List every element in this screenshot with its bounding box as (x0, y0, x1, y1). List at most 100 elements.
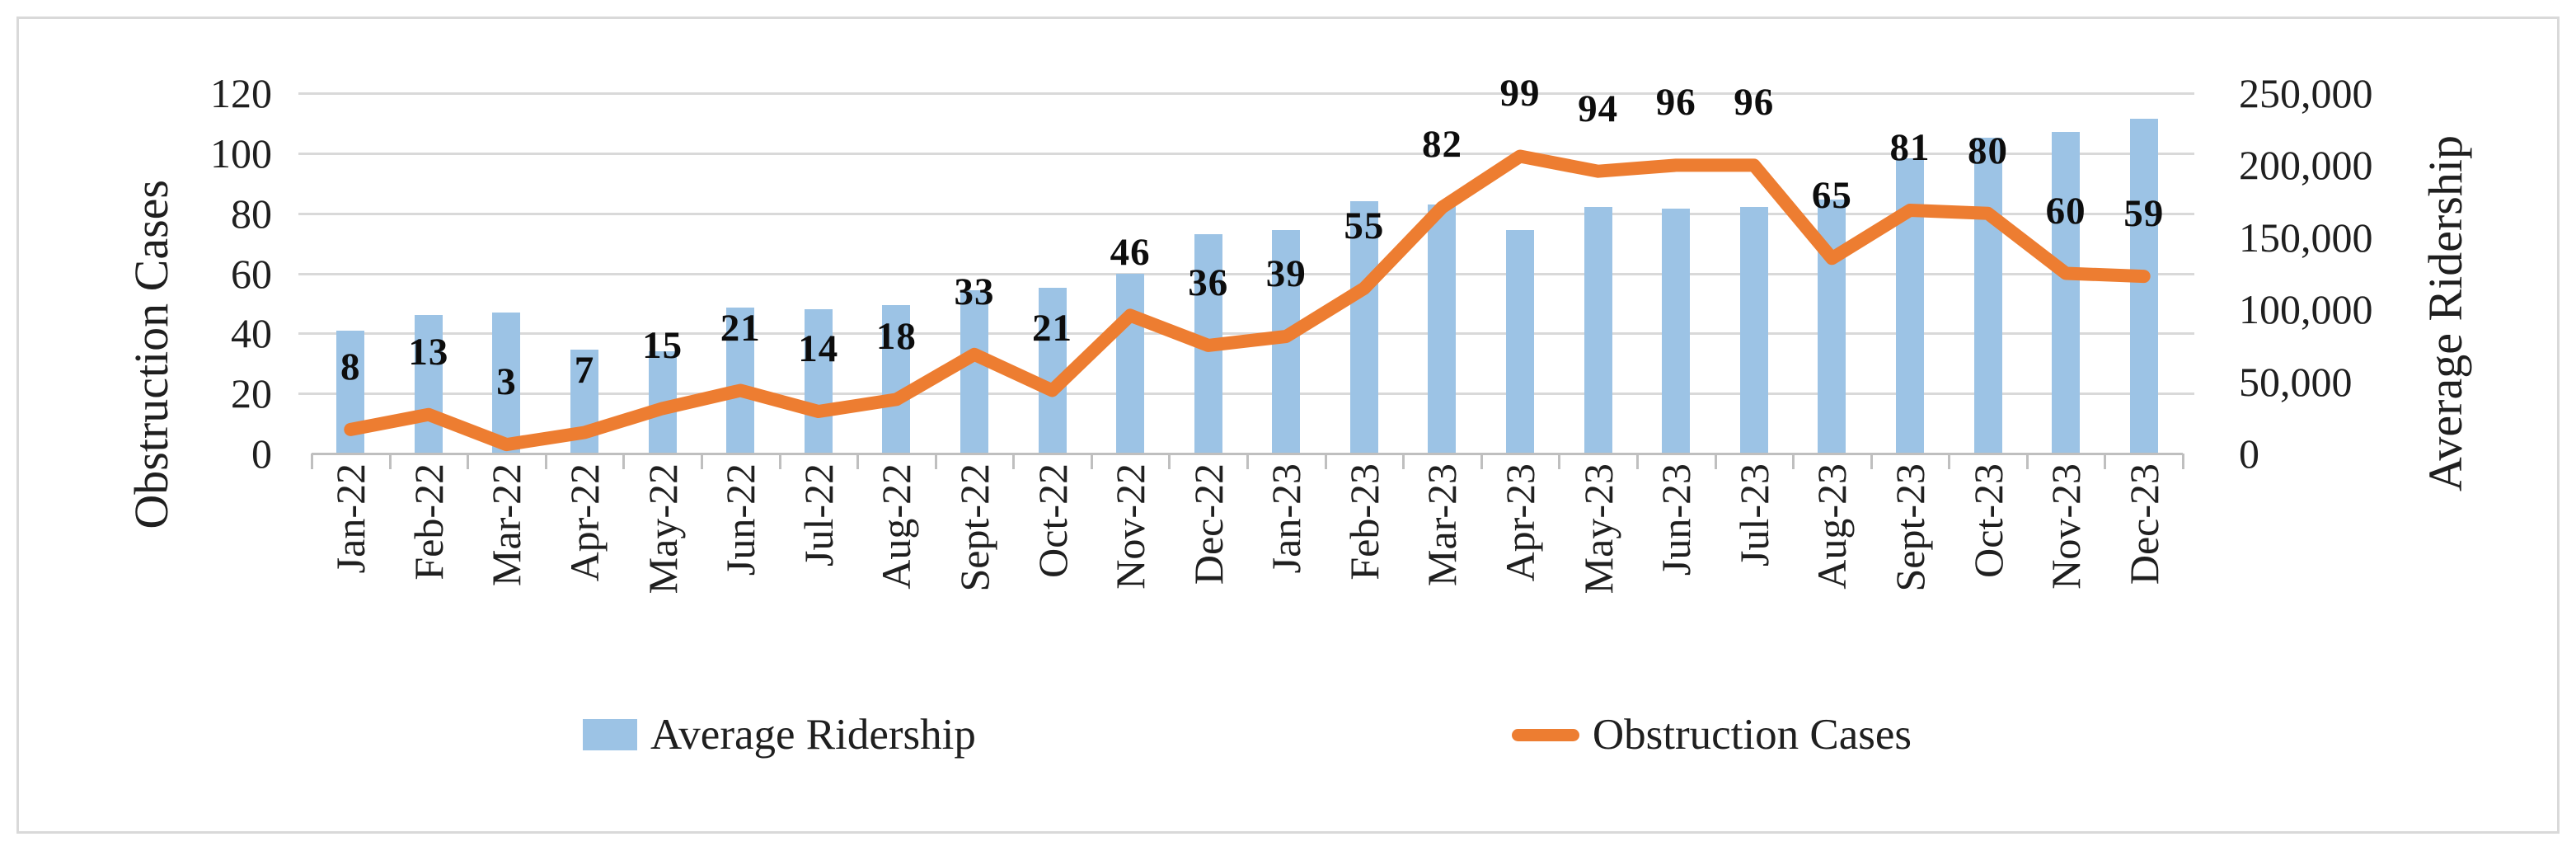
right-tick-label: 200,000 (2239, 142, 2373, 189)
x-tick-mark (856, 454, 860, 469)
x-tick-label-Apr-23: Apr-23 (1497, 463, 1544, 582)
legend-label-average-ridership: Average Ridership (650, 711, 976, 759)
x-tick-mark (1246, 454, 1249, 469)
x-tick-label-Jun-22: Jun-22 (717, 463, 764, 576)
data-label-Feb-22: 13 (408, 330, 449, 374)
data-label-Sept-23: 81 (1889, 126, 1931, 170)
legend-item-obstruction-cases: Obstruction Cases (1511, 710, 1912, 759)
data-label-Aug-23: 65 (1811, 174, 1852, 218)
bar-Oct-23 (1973, 138, 2002, 454)
bar-Nov-22 (1116, 273, 1145, 454)
left-tick-label: 100 (210, 129, 272, 176)
right-tick-label: 50,000 (2239, 358, 2353, 405)
plot-area: 8 13 3 7 15 21 14 18 33 21 46 36 39 55 82 99 94 96 96 65 81 8… (298, 72, 2194, 454)
x-tick-mark (1558, 454, 1561, 469)
bar-Feb-22 (414, 315, 443, 454)
x-tick-label-May-22: May-22 (639, 463, 686, 595)
x-tick-mark (1714, 454, 1717, 469)
x-tick-mark (1402, 454, 1405, 469)
data-label-May-23: 94 (1578, 87, 1619, 130)
x-tick-mark (778, 454, 781, 469)
left-tick-label: 120 (210, 70, 272, 116)
gridline (298, 332, 2194, 336)
bar-Mar-22 (492, 312, 521, 454)
x-tick-label-Jan-22: Jan-22 (327, 463, 374, 574)
x-tick-label-Mar-23: Mar-23 (1419, 463, 1466, 586)
x-tick-mark (1948, 454, 1951, 469)
x-tick-label-May-23: May-23 (1574, 463, 1621, 595)
data-label-Mar-22: 3 (496, 360, 517, 404)
x-tick-label-Nov-23: Nov-23 (2043, 463, 2090, 590)
line-series-obstruction-cases (344, 149, 2151, 452)
x-tick-label-Dec-22: Dec-22 (1185, 463, 1232, 585)
x-tick-label-Jul-23: Jul-23 (1730, 463, 1777, 566)
x-tick-label-Feb-22: Feb-22 (405, 463, 452, 581)
data-label-Jan-23: 39 (1265, 252, 1307, 295)
x-tick-label-Oct-23: Oct-23 (1964, 463, 2011, 578)
data-label-May-22: 15 (642, 324, 683, 368)
data-label-Oct-23: 80 (1968, 129, 2009, 172)
bar-Jul-23 (1739, 207, 1768, 454)
x-tick-label-Sept-23: Sept-23 (1886, 463, 1933, 592)
x-tick-label-Mar-22: Mar-22 (483, 463, 530, 586)
x-tick-label-Nov-22: Nov-22 (1107, 463, 1154, 590)
data-label-Dec-23: 59 (2123, 192, 2165, 236)
x-tick-mark (700, 454, 703, 469)
x-tick-mark (2025, 454, 2029, 469)
data-label-Jun-22: 21 (720, 306, 761, 350)
bar-Aug-22 (882, 304, 911, 454)
x-tick-label-Apr-22: Apr-22 (561, 463, 608, 582)
right-tick-label: 0 (2239, 430, 2259, 477)
gridline (298, 212, 2194, 215)
bar-Apr-23 (1506, 230, 1535, 454)
left-tick-label: 40 (231, 310, 272, 357)
bar-Jun-23 (1662, 208, 1691, 454)
gridline (298, 92, 2194, 95)
x-tick-label-Aug-22: Aug-22 (873, 463, 920, 590)
data-label-Feb-23: 55 (1344, 204, 1385, 247)
x-tick-mark (1324, 454, 1327, 469)
data-label-Jun-23: 96 (1655, 81, 1696, 125)
legend-item-average-ridership: Average Ridership (582, 710, 976, 759)
x-tick-label-Jun-23: Jun-23 (1653, 463, 1700, 576)
bar-Mar-23 (1428, 204, 1457, 454)
x-tick-label-Feb-23: Feb-23 (1340, 463, 1387, 581)
bar-Jun-22 (726, 308, 755, 454)
x-tick-mark (1168, 454, 1171, 469)
data-label-Nov-23: 60 (2045, 189, 2086, 233)
x-tick-label-Jan-23: Jan-23 (1263, 463, 1310, 574)
data-label-Jan-22: 8 (340, 345, 361, 388)
x-tick-mark (1012, 454, 1016, 469)
x-tick-mark (2104, 454, 2107, 469)
left-tick-label: 0 (251, 430, 272, 477)
x-tick-mark (2182, 454, 2184, 469)
gridline (298, 393, 2194, 396)
left-tick-label: 60 (231, 250, 272, 297)
legend-label-obstruction-cases: Obstruction Cases (1592, 711, 1912, 759)
line-swatch-icon (1511, 728, 1579, 741)
x-tick-mark (544, 454, 547, 469)
data-label-Mar-23: 82 (1421, 123, 1462, 167)
x-tick-mark (934, 454, 937, 469)
data-label-Jul-23: 96 (1734, 81, 1775, 125)
x-tick-mark (311, 454, 313, 469)
bar-swatch-icon (582, 719, 637, 750)
data-label-Oct-22: 21 (1032, 306, 1073, 350)
legend: Average Ridership Obstruction Cases (312, 706, 2183, 764)
right-tick-label: 150,000 (2239, 214, 2373, 261)
x-tick-mark (622, 454, 626, 469)
x-tick-mark (1090, 454, 1093, 469)
right-tick-label: 100,000 (2239, 286, 2373, 333)
x-tick-label-Oct-22: Oct-22 (1029, 463, 1076, 578)
left-tick-label: 80 (231, 190, 272, 237)
x-tick-mark (388, 454, 392, 469)
x-tick-label-Sept-22: Sept-22 (950, 463, 997, 592)
x-tick-mark (467, 454, 470, 469)
data-label-Apr-23: 99 (1499, 72, 1541, 115)
x-tick-label-Jul-22: Jul-22 (795, 463, 842, 566)
data-label-Sept-22: 33 (954, 270, 995, 313)
bar-Feb-23 (1349, 201, 1378, 454)
x-tick-mark (1480, 454, 1483, 469)
x-tick-mark (1635, 454, 1639, 469)
data-label-Apr-22: 7 (574, 348, 595, 392)
